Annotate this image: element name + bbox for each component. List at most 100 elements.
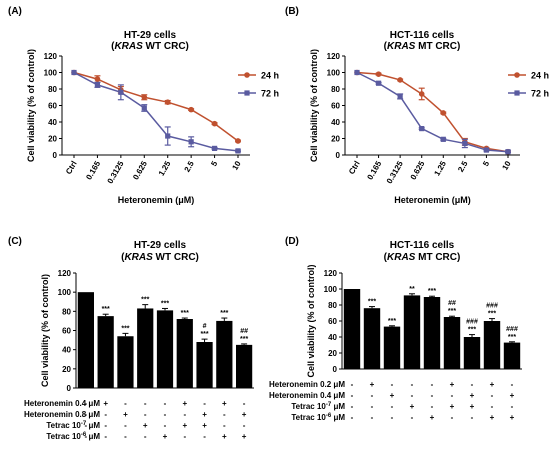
- condition-mark: -: [391, 380, 394, 389]
- bar: [117, 336, 134, 388]
- x-tick-label: 2.5: [456, 159, 470, 174]
- panel-letter-c: (C): [8, 236, 22, 247]
- y-tick-label: 20: [62, 365, 71, 374]
- subtitle-rest: WT CRC): [153, 252, 199, 263]
- y-tick-label: 60: [62, 327, 71, 336]
- condition-mark: -: [203, 432, 206, 441]
- condition-mark: +: [182, 421, 187, 430]
- legend-marker: [514, 90, 520, 96]
- condition-mark: -: [451, 391, 454, 400]
- condition-mark: -: [411, 391, 414, 400]
- subtitle-gene: KRAS: [124, 252, 153, 263]
- condition-mark: -: [85, 432, 88, 441]
- condition-mark: -: [104, 421, 107, 430]
- data-point: [164, 99, 171, 105]
- subtitle-open: (: [111, 41, 115, 52]
- condition-mark: -: [183, 410, 186, 419]
- condition-label: Tetrac 10-7 μM: [46, 421, 100, 430]
- y-tick-label: 100: [327, 69, 341, 78]
- panel-letter-d: (D): [285, 236, 299, 247]
- significance-label: ##: [240, 328, 248, 335]
- subtitle-open: (: [384, 252, 388, 263]
- bar: [216, 320, 233, 388]
- bar: [403, 295, 421, 369]
- legend-label: 24 h: [531, 71, 549, 81]
- condition-mark: +: [410, 402, 415, 411]
- condition-mark: -: [144, 432, 147, 441]
- condition-label-exponent: -6: [326, 413, 332, 419]
- condition-label: Heteronemin 0.2 μM: [269, 380, 345, 389]
- condition-mark: -: [164, 399, 167, 408]
- data-point: [505, 149, 511, 155]
- condition-mark: +: [490, 380, 495, 389]
- data-point: [211, 120, 218, 127]
- series-line: [73, 71, 239, 152]
- subtitle-rest: MT CRC): [415, 252, 460, 263]
- x-tick-label: 0.625: [131, 159, 149, 181]
- y-tick-label: 120: [327, 52, 341, 61]
- condition-mark: -: [183, 432, 186, 441]
- significance-label: ###: [506, 326, 518, 333]
- condition-mark: -: [351, 380, 354, 389]
- x-tick-label: Ctrl: [64, 160, 79, 176]
- significance-label: ***: [368, 299, 376, 306]
- data-point: [235, 138, 241, 144]
- condition-mark: -: [371, 413, 374, 422]
- panel-title-d: HCT-116 cells: [390, 240, 455, 251]
- bar: [443, 317, 461, 369]
- condition-mark: -: [411, 380, 414, 389]
- condition-mark: -: [491, 391, 494, 400]
- bar: [176, 319, 193, 388]
- y-tick-label: 40: [328, 333, 337, 342]
- condition-mark: -: [351, 391, 354, 400]
- condition-label: Tetrac 10-6 μM: [46, 432, 100, 441]
- y-tick-label: 60: [328, 317, 337, 326]
- data-point: [462, 140, 468, 147]
- data-point: [375, 71, 382, 77]
- condition-label-base: Tetrac 10: [46, 432, 81, 441]
- condition-label: Heteronemin 0.8 μM: [24, 410, 100, 419]
- condition-label-unit: μM: [86, 421, 100, 430]
- condition-mark: -: [243, 399, 246, 408]
- condition-mark: +: [222, 432, 227, 441]
- bar: [156, 310, 174, 388]
- legend-label: 72 h: [261, 89, 279, 99]
- panel-letter-a: (A): [8, 6, 22, 17]
- data-point: [141, 94, 148, 101]
- data-point: [397, 93, 403, 100]
- data-point: [397, 77, 403, 83]
- y-tick-label: 120: [44, 52, 58, 61]
- condition-mark: -: [511, 402, 514, 411]
- panel-letter-b: (B): [285, 6, 299, 17]
- series-line: [356, 71, 509, 153]
- significance-label: **: [409, 286, 415, 293]
- condition-mark: +: [470, 402, 475, 411]
- line-chart-a: 0 20 40 60 80 100 120 Cell viability (% of cont…: [26, 49, 279, 205]
- condition-mark: -: [511, 380, 514, 389]
- subtitle-open: (: [384, 41, 388, 52]
- x-tick-label: 0.3125: [385, 159, 405, 185]
- legend-marker: [244, 72, 250, 78]
- y-tick-label: 0: [336, 151, 341, 160]
- legend-marker: [244, 90, 250, 96]
- condition-label-base: Tetrac 10: [46, 421, 81, 430]
- condition-mark: -: [223, 421, 226, 430]
- condition-mark: -: [85, 399, 88, 408]
- subtitle-rest: WT CRC): [143, 41, 189, 52]
- condition-mark: +: [143, 421, 148, 430]
- condition-label-unit: μM: [331, 413, 345, 422]
- condition-mark: +: [202, 421, 207, 430]
- data-point: [375, 80, 382, 86]
- significance-label: ***: [488, 311, 496, 318]
- condition-mark: -: [471, 413, 474, 422]
- data-point: [188, 139, 194, 145]
- subtitle-gene: KRAS: [114, 41, 143, 52]
- significance-label: ***: [181, 310, 189, 317]
- bar: [343, 289, 361, 369]
- x-tick-label: Ctrl: [347, 160, 362, 176]
- data-point: [211, 145, 218, 151]
- y-tick-label: 0: [67, 384, 72, 393]
- bar-chart-c: 0 20 40 60 80 100 120 Cell viability (% of cont…: [24, 269, 254, 441]
- bar: [97, 316, 114, 388]
- data-point: [71, 69, 77, 76]
